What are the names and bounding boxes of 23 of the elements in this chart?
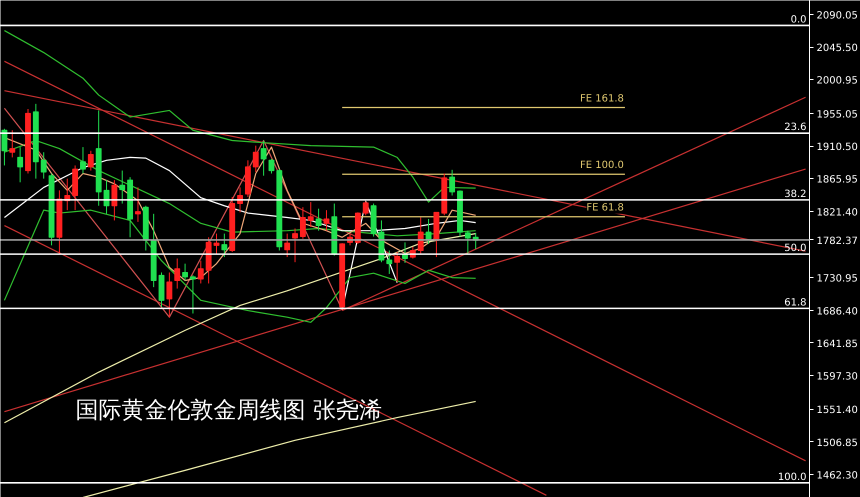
y-tick-label: 1910.50 bbox=[816, 142, 858, 154]
y-tick-label: 1462.30 bbox=[816, 470, 858, 482]
y-tick-label: 1686.40 bbox=[816, 306, 858, 318]
y-tick-label: 1865.95 bbox=[816, 174, 858, 186]
y-tick-label: 2045.50 bbox=[816, 43, 858, 54]
y-tick-label: 1782.37 bbox=[816, 236, 858, 247]
y-tick-label: 1551.40 bbox=[816, 405, 858, 416]
y-tick-label: 1955.05 bbox=[816, 109, 858, 120]
series-label: FE 161.8 bbox=[580, 94, 624, 105]
y-tick-label: 1641.85 bbox=[816, 338, 858, 350]
y-tick-label: 1597.30 bbox=[816, 372, 858, 383]
series-label: FE 61.8 bbox=[586, 202, 624, 214]
annotation: 38.2 bbox=[784, 188, 806, 200]
y-tick-label: 1730.95 bbox=[816, 274, 858, 285]
annotation: 100.0 bbox=[778, 472, 807, 483]
y-tick-label: 2090.05 bbox=[816, 10, 858, 22]
annotation: 0.0 bbox=[790, 14, 807, 26]
y-tick-label: 1821.40 bbox=[816, 207, 858, 218]
series-label: FE 100.0 bbox=[580, 160, 624, 172]
annotation: 23.6 bbox=[784, 122, 806, 134]
y-tick-label: 2000.95 bbox=[816, 76, 858, 87]
annotation: 61.8 bbox=[784, 297, 806, 308]
y-tick-label: 1506.85 bbox=[816, 438, 858, 449]
